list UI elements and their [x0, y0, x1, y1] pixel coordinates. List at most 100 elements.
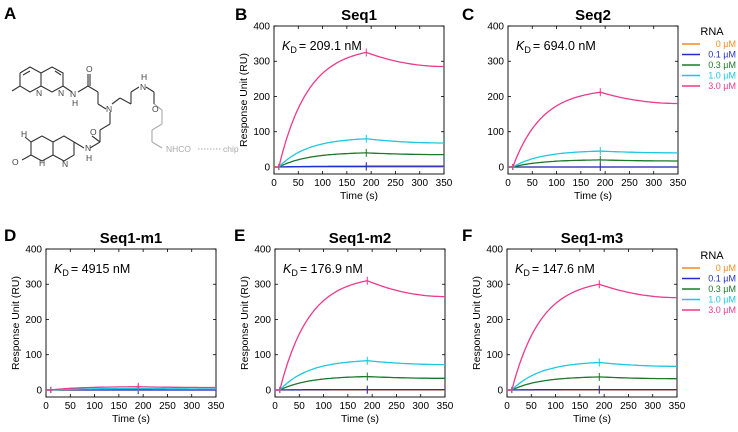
y-tick-label: 300	[253, 57, 270, 68]
double-bond	[22, 70, 31, 76]
x-tick-label: 0	[43, 401, 49, 412]
x-tick-label: 50	[527, 178, 539, 189]
y-tick-label: 0	[36, 385, 42, 396]
panel-letter: B	[235, 5, 247, 24]
atom-label: H	[86, 153, 92, 163]
plot-frame	[273, 25, 445, 175]
series-line-1-0--M	[274, 138, 444, 168]
kd-annotation: KD = 176.9 nM	[283, 262, 363, 278]
y-tick-label: 0	[265, 385, 271, 396]
panel-letter: E	[234, 226, 245, 245]
panel-letter: D	[4, 226, 16, 245]
series-line-0-3--M	[508, 159, 678, 168]
y-tick-label: 100	[253, 127, 270, 138]
chart-panel-c: C Seq2 0 100 200 300 400 0 50 100 150 200 250 300 350 T…	[462, 5, 687, 202]
amide-bond	[89, 141, 101, 149]
x-tick-label: 200	[364, 401, 381, 412]
y-tick-label: 200	[254, 315, 271, 326]
charts-layer: B Seq1 0 100 200 300 400 0 50 100 150 200 250 300 350 T…	[4, 5, 687, 425]
chain-bond	[130, 86, 140, 93]
panel-letter: F	[462, 226, 472, 245]
chain-bond	[73, 141, 85, 149]
y-tick-label: 400	[254, 245, 271, 256]
x-tick-label: 250	[159, 401, 176, 412]
x-tick-label: 100	[315, 401, 332, 412]
y-axis-label: Response Unit (RU)	[238, 53, 250, 147]
series-line-3-0--M	[507, 283, 677, 391]
kd-symbol: K	[283, 262, 292, 276]
legend-label: 0 µM	[716, 263, 736, 273]
kd-subscript: D	[523, 268, 530, 278]
series-line-1-0--M	[507, 361, 677, 391]
x-tick-label: 50	[65, 401, 77, 412]
series-line-0-3--M	[274, 152, 444, 168]
kd-subscript: D	[524, 45, 531, 55]
x-tick-label: 150	[572, 401, 589, 412]
y-axis-label: Response Unit (RU)	[239, 276, 251, 370]
y-tick-label: 0	[498, 162, 504, 173]
kd-subscript: D	[291, 268, 298, 278]
linker-bond	[151, 123, 163, 131]
y-tick-label: 100	[25, 350, 42, 361]
x-tick-label: 250	[621, 178, 638, 189]
x-tick-label: 100	[548, 178, 565, 189]
plot-frame	[506, 248, 678, 398]
legend-label: 0.1 µM	[708, 50, 736, 60]
linker-bond	[153, 103, 163, 111]
chart-panel-f: F Seq1-m3 0 100 200 300 400 0 50 100 150 200 250 300 3…	[462, 226, 686, 425]
kd-annotation: KD = 4915 nM	[54, 262, 130, 278]
x-tick-label: 100	[314, 178, 331, 189]
atom-label: H	[72, 98, 78, 108]
kd-annotation: KD = 209.1 nM	[282, 39, 362, 55]
atom-label: N	[85, 143, 91, 153]
kd-symbol: K	[54, 262, 63, 276]
kd-value: = 4915 nM	[71, 262, 130, 276]
kd-value: = 147.6 nM	[532, 262, 595, 276]
kd-subscript: D	[290, 45, 297, 55]
x-tick-label: 150	[340, 401, 357, 412]
x-tick-label: 150	[573, 178, 590, 189]
y-axis-label: Response Unit (RU)	[471, 276, 483, 370]
x-tick-label: 150	[339, 178, 356, 189]
y-tick-label: 300	[487, 57, 504, 68]
kd-annotation: KD = 147.6 nM	[515, 262, 595, 278]
legend-label: 0.3 µM	[708, 284, 736, 294]
chain-bond	[99, 123, 111, 131]
chain-bond	[119, 97, 132, 105]
kd-symbol: K	[515, 262, 524, 276]
atom-label: N	[106, 104, 112, 114]
y-tick-label: 200	[487, 92, 504, 103]
y-tick-label: 300	[25, 280, 42, 291]
chart-panel-b: B Seq1 0 100 200 300 400 0 50 100 150 200 250 300 350 T…	[235, 5, 453, 202]
chart-title: Seq1-m3	[561, 230, 624, 247]
x-tick-label: 350	[670, 178, 687, 189]
kd-value: = 694.0 nM	[533, 39, 596, 53]
panel-letter-a: A	[4, 4, 16, 23]
x-tick-label: 50	[526, 401, 538, 412]
panel-letter: C	[462, 5, 474, 24]
series-line-3-0--M	[274, 51, 444, 168]
atom-label: H	[39, 158, 45, 168]
series-line-1-0--M	[508, 150, 678, 168]
x-axis-label: Time (s)	[112, 413, 150, 425]
x-tick-label: 350	[437, 401, 454, 412]
y-axis-label: Response Unit (RU)	[10, 276, 22, 370]
atom-label: chip	[223, 144, 239, 154]
legend-label: 1.0 µM	[708, 295, 736, 305]
chart-panel-e: E Seq1-m2 0 100 200 300 400 0 50 100 150 200 250 300 3…	[234, 226, 454, 425]
atom-label: N	[62, 159, 68, 169]
ring-4	[30, 135, 54, 162]
y-tick-label: 300	[254, 280, 271, 291]
legend-label: 0.3 µM	[708, 60, 736, 70]
y-tick-label: 0	[497, 385, 503, 396]
legend-title: RNA	[700, 250, 724, 262]
y-tick-label: 400	[25, 245, 42, 256]
kd-subscript: D	[62, 268, 69, 278]
x-tick-label: 100	[547, 401, 564, 412]
x-tick-label: 300	[183, 401, 200, 412]
y-tick-label: 400	[486, 245, 503, 256]
y-tick-label: 400	[253, 22, 270, 33]
x-axis-label: Time (s)	[340, 190, 378, 202]
